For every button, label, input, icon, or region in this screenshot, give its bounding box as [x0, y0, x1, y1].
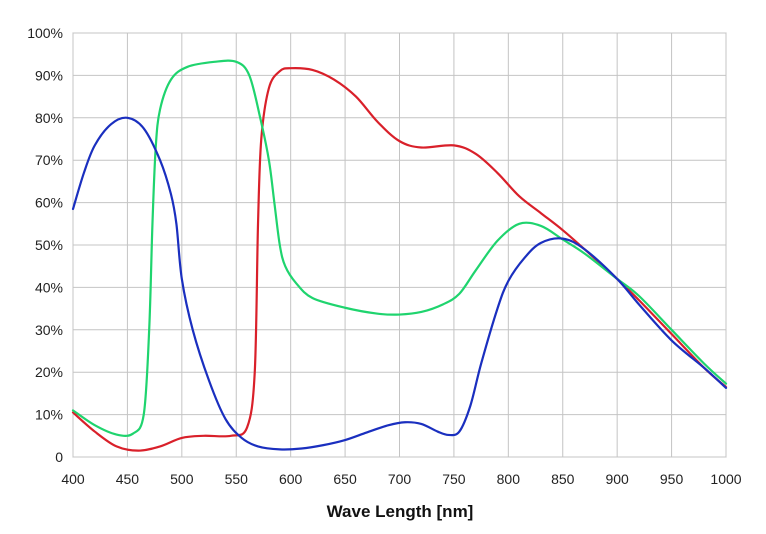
y-tick-label: 0 — [55, 449, 63, 465]
y-tick-label: 70% — [35, 152, 63, 168]
series-line-red — [71, 66, 728, 452]
grid-lines — [72, 32, 727, 458]
x-tick-labels: 400 450 500 550 600 650 700 750 800 850 900 950 1000 — [61, 471, 741, 487]
y-tick-label: 40% — [35, 279, 63, 295]
y-tick-labels: 0 10% 20% 30% 40% 50% 60% 70% 80% 90% 100% — [27, 25, 63, 465]
x-tick-label: 700 — [388, 471, 412, 487]
x-tick-label: 550 — [225, 471, 249, 487]
x-tick-label: 850 — [551, 471, 575, 487]
series-lines — [71, 59, 728, 452]
y-tick-label: 80% — [35, 110, 63, 126]
y-tick-label: 100% — [27, 25, 63, 41]
series-line-green — [71, 59, 728, 437]
y-tick-label: 30% — [35, 322, 63, 338]
x-axis-title: Wave Length [nm] — [327, 502, 474, 521]
x-tick-label: 400 — [61, 471, 85, 487]
x-tick-label: 600 — [279, 471, 303, 487]
y-tick-label: 60% — [35, 195, 63, 211]
x-tick-label: 450 — [116, 471, 140, 487]
x-tick-label: 650 — [333, 471, 357, 487]
y-tick-label: 10% — [35, 407, 63, 423]
y-tick-label: 90% — [35, 67, 63, 83]
x-tick-label: 800 — [497, 471, 521, 487]
y-tick-label: 20% — [35, 364, 63, 380]
series-line-blue — [71, 116, 728, 451]
x-tick-label: 900 — [605, 471, 629, 487]
x-tick-label: 950 — [660, 471, 684, 487]
x-tick-label: 750 — [442, 471, 466, 487]
x-tick-label: 1000 — [710, 471, 741, 487]
y-tick-label: 50% — [35, 237, 63, 253]
x-tick-label: 500 — [170, 471, 194, 487]
